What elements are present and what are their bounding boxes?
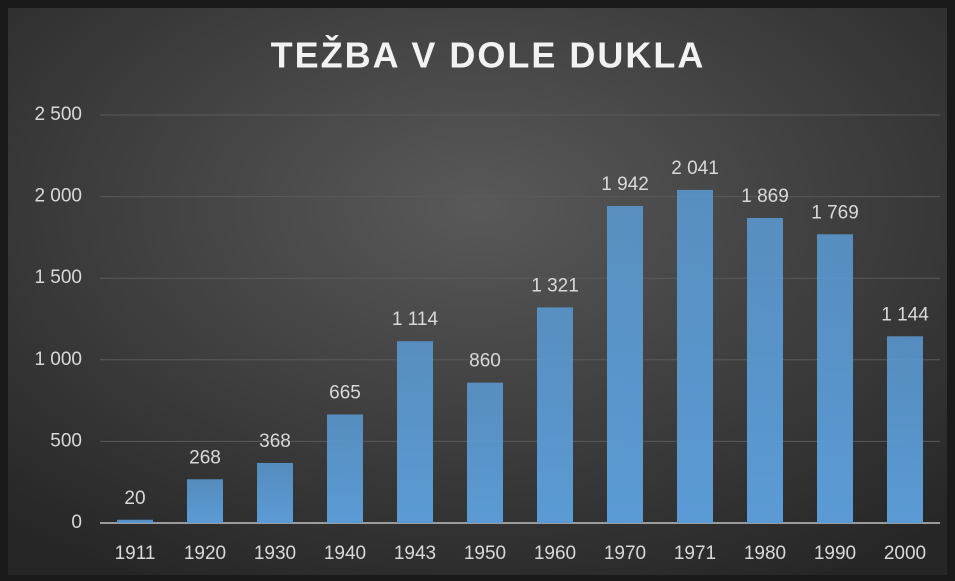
value-label: 860 (469, 351, 501, 372)
value-label: 2 041 (671, 158, 719, 179)
y-tick-label: 2 000 (34, 186, 82, 207)
bar (607, 206, 643, 523)
x-tick-label: 1930 (254, 543, 296, 564)
x-tick-label: 1911 (115, 543, 156, 564)
x-tick-label: 1920 (184, 543, 226, 564)
bar (817, 234, 853, 523)
value-label: 1 769 (811, 202, 859, 223)
chart-title: TEŽBA V DOLE DUKLA (271, 34, 706, 76)
bar (467, 382, 503, 523)
x-tick-label: 1943 (394, 543, 436, 564)
bar (117, 519, 153, 523)
y-tick-label: 1 000 (34, 349, 82, 370)
x-tick-label: 1960 (534, 543, 576, 564)
y-tick-label: 2 500 (34, 104, 82, 125)
x-tick-label: 1950 (464, 543, 506, 564)
bar (887, 336, 923, 523)
y-tick-label: 500 (50, 430, 82, 451)
x-tick-label: 1970 (604, 543, 646, 564)
value-label: 368 (259, 431, 291, 452)
value-label: 20 (124, 488, 145, 509)
value-label: 665 (329, 382, 361, 403)
value-label: 1 942 (601, 174, 649, 195)
value-label: 1 869 (741, 186, 789, 207)
value-label: 1 144 (881, 304, 929, 325)
x-tick-label: 1940 (324, 543, 366, 564)
x-tick-label: 1971 (674, 543, 716, 564)
value-label: 1 321 (531, 275, 579, 296)
bar (677, 189, 713, 523)
y-tick-label: 0 (71, 512, 82, 533)
bar (537, 307, 573, 523)
value-label: 268 (189, 447, 221, 468)
value-label: 1 114 (392, 309, 439, 330)
bar (397, 341, 433, 523)
bar (747, 217, 783, 524)
x-tick-label: 1990 (814, 543, 856, 564)
bar (187, 479, 223, 523)
x-tick-label: 1980 (744, 543, 786, 564)
bar (327, 414, 363, 523)
x-tick-label: 2000 (884, 543, 926, 564)
y-tick-label: 1 500 (34, 267, 82, 288)
bar (257, 462, 293, 523)
